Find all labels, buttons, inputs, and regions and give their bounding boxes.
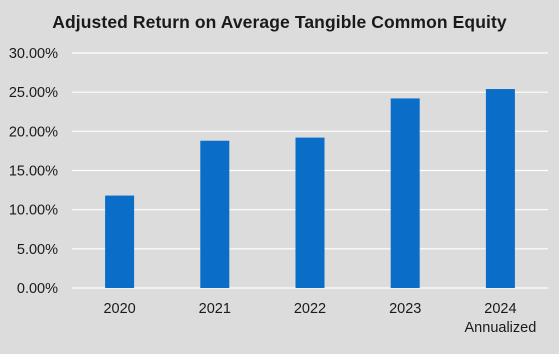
bar: [295, 137, 325, 288]
x-category-label: Annualized: [465, 320, 537, 336]
bar: [390, 98, 420, 288]
y-axis-ticks: 0.00% 5.00% 10.00% 15.00% 20.00% 25.00% 30.00%: [9, 46, 58, 297]
bar: [485, 89, 515, 289]
x-axis-labels: 2020 2021 2022 2023 2024 Annualized: [103, 301, 536, 336]
y-tick-label: 25.00%: [9, 85, 58, 101]
y-tick-label: 20.00%: [9, 124, 58, 140]
y-tick-label: 5.00%: [17, 242, 58, 258]
y-tick-label: 15.00%: [9, 164, 58, 180]
bar: [200, 140, 230, 288]
x-category-label: 2022: [294, 301, 326, 317]
y-tick-label: 30.00%: [9, 46, 58, 62]
bar: [105, 195, 135, 288]
x-category-label: 2023: [389, 301, 421, 317]
y-tick-label: 0.00%: [17, 281, 58, 297]
x-category-label: 2021: [199, 301, 231, 317]
x-category-label: 2020: [103, 301, 135, 317]
bars: [105, 89, 515, 289]
chart-title: Adjusted Return on Average Tangible Comm…: [52, 12, 507, 32]
y-tick-label: 10.00%: [9, 203, 58, 219]
x-category-label: 2024: [484, 301, 516, 317]
